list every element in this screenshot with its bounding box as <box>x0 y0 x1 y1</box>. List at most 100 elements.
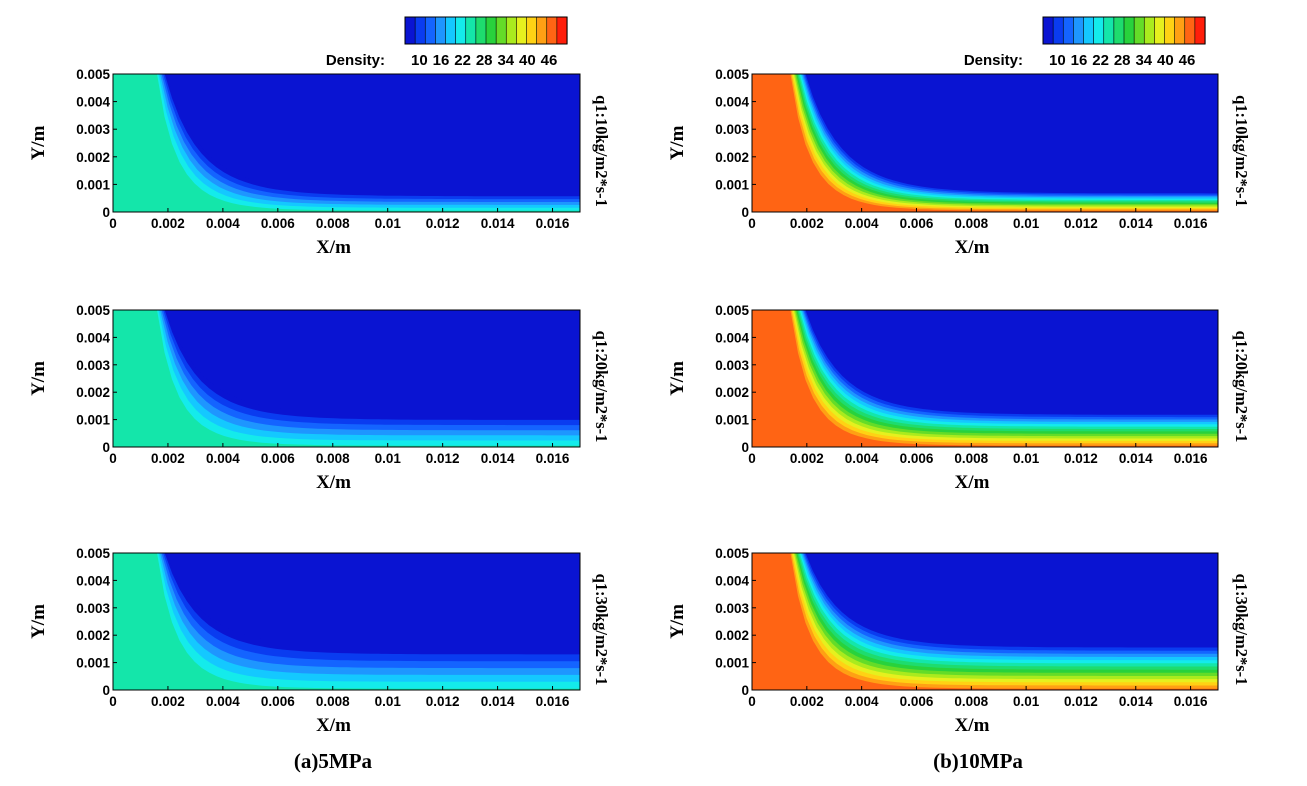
x-axis-label: X/m <box>316 237 351 258</box>
contour-panels: 0 0.002 0.004 0.006 0.008 0.01 0.012 0.014 0.016… <box>28 67 1251 736</box>
y-tick-label: 0.003 <box>715 122 749 137</box>
x-tick-label: 0.014 <box>481 451 515 466</box>
y-tick-label: 0.001 <box>715 413 749 428</box>
density-contour-band <box>113 74 580 212</box>
x-tick-label: 0.004 <box>845 216 879 231</box>
y-tick-label: 0.002 <box>76 150 110 165</box>
x-tick-label: 0.006 <box>261 216 295 231</box>
y-tick-label: 0.001 <box>715 177 749 192</box>
density-contour-band <box>113 553 580 690</box>
x-tick-label: 0.002 <box>790 451 824 466</box>
density-contour-band <box>113 310 580 447</box>
y-tick-label: 0 <box>741 205 749 220</box>
colorbar-tick-label: 10 <box>411 52 428 69</box>
x-axis-label: X/m <box>955 237 990 258</box>
x-tick-label: 0.004 <box>206 694 240 709</box>
x-tick-label: 0.016 <box>536 694 570 709</box>
density-field <box>113 74 580 212</box>
colorbar-tick-label: 28 <box>1114 52 1131 69</box>
y-tick-label: 0.003 <box>715 358 749 373</box>
y-tick-label: 0.002 <box>715 628 749 643</box>
x-tick-label: 0.01 <box>1013 216 1040 231</box>
density-contour-band <box>752 74 1218 212</box>
y-tick-label: 0.005 <box>76 303 110 318</box>
colorbar-swatch <box>516 16 528 45</box>
x-tick-label: 0.014 <box>1119 694 1153 709</box>
y-tick-label: 0 <box>741 683 749 698</box>
x-tick-label: 0.008 <box>316 694 350 709</box>
x-tick-label: 0.012 <box>426 216 460 231</box>
plot-frame <box>751 73 1219 213</box>
density-contour-band <box>113 553 580 690</box>
y-tick-label: 0.002 <box>715 150 749 165</box>
x-tick-label: 0 <box>109 451 117 466</box>
colorbar-title: Density: <box>964 52 1023 69</box>
y-tick-label: 0 <box>102 440 110 455</box>
x-tick-label: 0 <box>748 694 756 709</box>
density-field <box>113 553 580 690</box>
y-tick-label: 0.005 <box>76 67 110 82</box>
colorbar-swatch <box>1073 16 1085 45</box>
y-tick-label: 0.005 <box>715 303 749 318</box>
colorbar-tick-label: 28 <box>476 52 493 69</box>
x-tick-label: 0.004 <box>845 694 879 709</box>
x-tick-label: 0.008 <box>954 694 988 709</box>
x-tick-label: 0.01 <box>375 216 402 231</box>
colorbar-swatch <box>505 16 517 45</box>
x-tick-label: 0.01 <box>1013 694 1040 709</box>
y-axis-label: Y/m <box>28 361 49 396</box>
density-contour-band <box>752 553 1218 690</box>
colorbar-frame <box>1042 16 1206 45</box>
y-tick-label: 0 <box>102 205 110 220</box>
x-tick-label: 0.016 <box>1174 216 1208 231</box>
colorbar-tick-label: 40 <box>1157 52 1174 69</box>
density-contour-band <box>752 310 1218 447</box>
y-tick-label: 0.004 <box>76 573 110 588</box>
x-tick-label: 0 <box>109 694 117 709</box>
colorbar-tick-label: 22 <box>1092 52 1109 69</box>
x-tick-label: 0.002 <box>151 451 185 466</box>
density-field <box>113 310 580 447</box>
panel-a-2: 0 0.002 0.004 0.006 0.008 0.01 0.012 0.014 0.016… <box>28 303 611 493</box>
colorbar-swatch <box>455 16 467 45</box>
x-tick-label: 0.014 <box>481 216 515 231</box>
colorbar-swatch <box>445 16 457 45</box>
x-tick-label: 0.008 <box>316 216 350 231</box>
panel-b-3: 0 0.002 0.004 0.006 0.008 0.01 0.012 0.014 0.016… <box>667 546 1251 736</box>
density-field <box>752 553 1218 690</box>
colorbar-swatch <box>1062 16 1074 45</box>
y-tick-label: 0.004 <box>76 330 110 345</box>
x-tick-label: 0.016 <box>536 216 570 231</box>
x-tick-label: 0 <box>748 451 756 466</box>
colorbar-swatch <box>546 16 558 45</box>
colorbar-swatch <box>414 16 426 45</box>
colorbar-swatch <box>1113 16 1125 45</box>
x-tick-label: 0.004 <box>845 451 879 466</box>
y-axis-label: Y/m <box>667 604 688 639</box>
colorbar-swatch <box>1133 16 1145 45</box>
y-tick-label: 0.005 <box>76 546 110 561</box>
x-tick-label: 0.002 <box>790 694 824 709</box>
x-tick-label: 0 <box>109 216 117 231</box>
colorbar-frame <box>404 16 568 45</box>
x-tick-label: 0.006 <box>900 216 934 231</box>
density-contour-band <box>752 74 1218 212</box>
condition-label: q1:20kg/m2*s-1 <box>592 331 611 443</box>
x-tick-label: 0.004 <box>206 216 240 231</box>
colorbar-swatch <box>1093 16 1105 45</box>
condition-label: q1:20kg/m2*s-1 <box>1232 331 1251 443</box>
y-tick-label: 0 <box>102 683 110 698</box>
density-contour-band <box>752 310 1218 447</box>
colorbar-tick-label: 10 <box>1049 52 1066 69</box>
x-tick-label: 0.002 <box>790 216 824 231</box>
x-tick-label: 0.006 <box>900 451 934 466</box>
colorbar-tick-label: 46 <box>1179 52 1196 69</box>
x-tick-label: 0 <box>748 216 756 231</box>
y-tick-label: 0.002 <box>76 385 110 400</box>
y-axis-label: Y/m <box>28 604 49 639</box>
plot-frame <box>112 73 581 213</box>
colorbar-swatch <box>1103 16 1115 45</box>
condition-label: q1:30kg/m2*s-1 <box>592 574 611 686</box>
x-axis-label: X/m <box>955 472 990 493</box>
